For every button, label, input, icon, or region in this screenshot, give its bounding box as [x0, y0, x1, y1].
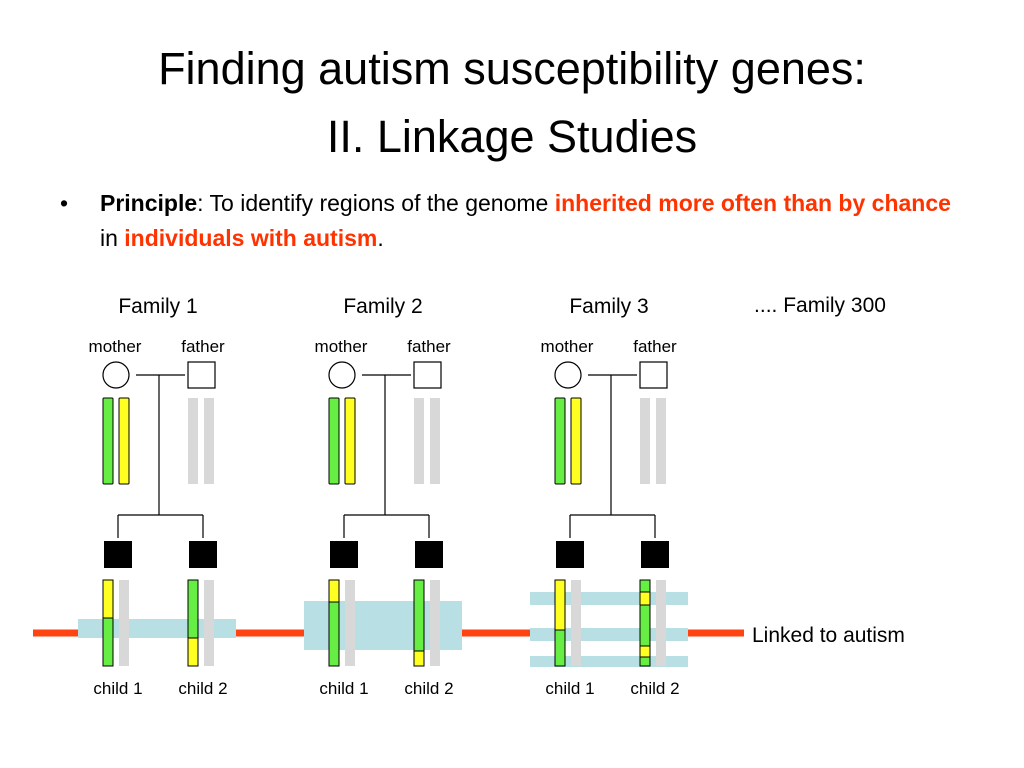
mother-chromosome	[554, 397, 566, 485]
father-chromosome	[430, 398, 440, 484]
principle-text-part-1: : To identify regions of the genome	[197, 190, 555, 216]
mother-chromosome	[344, 397, 356, 485]
highlight-individuals-with-autism: individuals with autism	[124, 225, 378, 251]
father-label: father	[407, 337, 451, 356]
family-title: Family 3	[569, 295, 648, 318]
child-chromosome-segment	[187, 637, 199, 667]
shared-region-band	[530, 656, 688, 667]
child-chromosome-segment	[639, 591, 651, 606]
child-label: child 1	[319, 679, 368, 698]
principle-text: Principle: To identify regions of the ge…	[100, 186, 960, 256]
family-1: Family 1 mother father child 1 child 2	[89, 295, 228, 698]
father-chromosome	[640, 398, 650, 484]
father-chromosome	[414, 398, 424, 484]
father-symbol	[639, 361, 668, 389]
child-paternal-chromosome	[345, 580, 355, 666]
slide-title-line-1: Finding autism susceptibility genes:	[158, 43, 866, 94]
child-chromosome-segment	[413, 650, 425, 667]
child-chromosome-segment	[554, 579, 566, 631]
affected-child-symbol	[330, 541, 358, 568]
mother-symbol	[102, 361, 130, 389]
family-title: Family 1	[118, 295, 197, 318]
child-chromosome-segment	[328, 579, 340, 603]
child-chromosome-segment	[639, 645, 651, 658]
mother-chromosome	[328, 397, 340, 485]
mother-label: mother	[315, 337, 368, 356]
child-chromosome-segment	[639, 656, 651, 667]
father-symbol	[187, 361, 216, 389]
mother-chromosome	[570, 397, 582, 485]
child-chromosome-segment	[102, 579, 114, 619]
linked-to-autism-label: Linked to autism	[752, 624, 905, 647]
father-label: father	[181, 337, 225, 356]
affected-child-symbol	[189, 541, 217, 568]
father-chromosome	[656, 398, 666, 484]
father-chromosome	[204, 398, 214, 484]
child-label: child 1	[545, 679, 594, 698]
principle-text-part-3: .	[377, 225, 384, 251]
child-paternal-chromosome	[430, 580, 440, 666]
child-chromosome-segment	[413, 579, 425, 652]
child-chromosome-segment	[187, 579, 199, 639]
mother-chromosome	[102, 397, 114, 485]
father-label: father	[633, 337, 677, 356]
father-chromosome	[188, 398, 198, 484]
affected-child-symbol	[641, 541, 669, 568]
child-chromosome-segment	[328, 601, 340, 667]
family-3: Family 3 mother father child 1 child 2	[541, 295, 680, 698]
father-symbol	[413, 361, 442, 389]
child-chromosome-segment	[639, 604, 651, 647]
family-2: Family 2 mother father child 1 child 2	[315, 295, 454, 698]
affected-child-symbol	[415, 541, 443, 568]
child-label: child 2	[178, 679, 227, 698]
affected-child-symbol	[556, 541, 584, 568]
child-paternal-chromosome	[204, 580, 214, 666]
more-families-label: .... Family 300	[754, 294, 886, 317]
child-label: child 2	[404, 679, 453, 698]
slide-title-line-2: II. Linkage Studies	[326, 111, 698, 162]
family-title: Family 2	[343, 295, 422, 318]
child-chromosome-segment	[554, 629, 566, 667]
mother-label: mother	[541, 337, 594, 356]
mother-label: mother	[89, 337, 142, 356]
affected-child-symbol	[104, 541, 132, 568]
child-label: child 2	[630, 679, 679, 698]
child-chromosome-segment	[639, 579, 651, 593]
principle-label: Principle	[100, 190, 198, 216]
child-paternal-chromosome	[656, 580, 666, 666]
highlight-inherited-more-often: inherited more often than by chance	[554, 190, 951, 216]
mother-symbol	[554, 361, 582, 389]
mother-symbol	[328, 361, 356, 389]
child-chromosome-segment	[102, 617, 114, 667]
bullet-marker: •	[60, 190, 69, 216]
principle-text-part-2: in	[100, 225, 125, 251]
child-label: child 1	[93, 679, 142, 698]
child-paternal-chromosome	[571, 580, 581, 666]
child-paternal-chromosome	[119, 580, 129, 666]
mother-chromosome	[118, 397, 130, 485]
